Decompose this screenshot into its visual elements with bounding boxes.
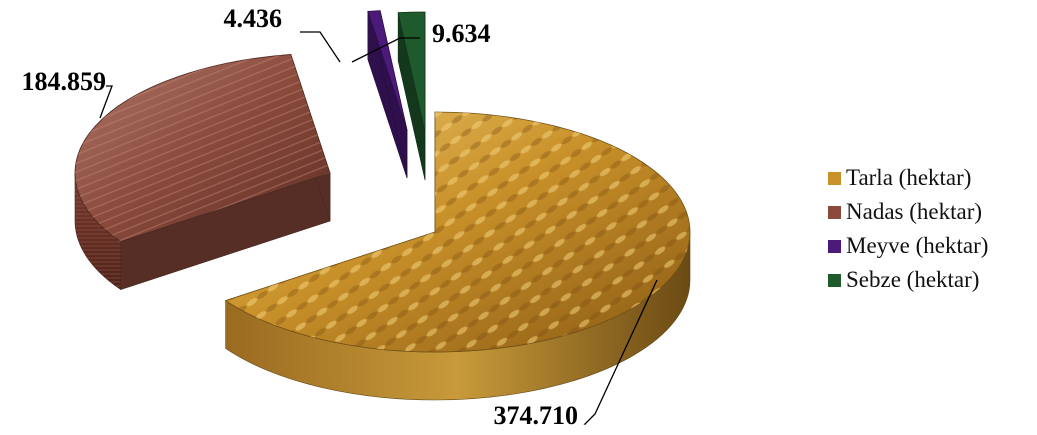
slice-meyve-top xyxy=(367,10,408,131)
slice-nadas xyxy=(74,54,331,291)
legend-label-nadas: Nadas (hektar) xyxy=(846,199,983,224)
leader-line-nadas xyxy=(99,85,113,119)
data-label-meyve: 4.436 xyxy=(224,4,283,33)
legend-item-meyve: Meyve (hektar) xyxy=(828,229,988,263)
data-label-nadas: 184.859 xyxy=(22,67,107,96)
legend-label-sebze: Sebze (hektar) xyxy=(846,267,980,292)
data-label-tarla: 374.710 xyxy=(494,401,579,430)
slice-sebze xyxy=(397,11,426,181)
pie-slices-group xyxy=(74,10,691,401)
slice-sebze-top xyxy=(397,11,426,133)
slice-nadas-texture xyxy=(74,54,330,242)
leader-lines-group xyxy=(99,31,658,425)
legend-item-tarla: Tarla (hektar) xyxy=(828,161,988,195)
slice-meyve xyxy=(367,10,408,179)
leader-line-tarla xyxy=(583,279,658,425)
legend-item-sebze: Sebze (hektar) xyxy=(828,263,988,297)
legend-swatch-meyve xyxy=(828,239,841,253)
legend-swatch-tarla xyxy=(828,171,841,185)
legend-swatch-nadas xyxy=(828,205,841,219)
legend-label-meyve: Meyve (hektar) xyxy=(846,233,989,258)
chart-legend: Tarla (hektar) Nadas (hektar) Meyve (hek… xyxy=(828,161,988,297)
leader-line-sebze xyxy=(351,37,420,63)
slice-tarla-texture xyxy=(225,112,691,352)
legend-item-nadas: Nadas (hektar) xyxy=(828,195,988,229)
data-labels-group: 374.710 184.859 4.436 9.634 xyxy=(22,4,579,430)
slice-tarla xyxy=(224,111,691,401)
data-label-sebze: 9.634 xyxy=(432,19,491,48)
legend-swatch-sebze xyxy=(828,273,841,287)
leader-line-meyve xyxy=(300,31,341,63)
legend-label-tarla: Tarla (hektar) xyxy=(846,165,972,190)
slice-nadas-rim-texture xyxy=(75,173,121,290)
